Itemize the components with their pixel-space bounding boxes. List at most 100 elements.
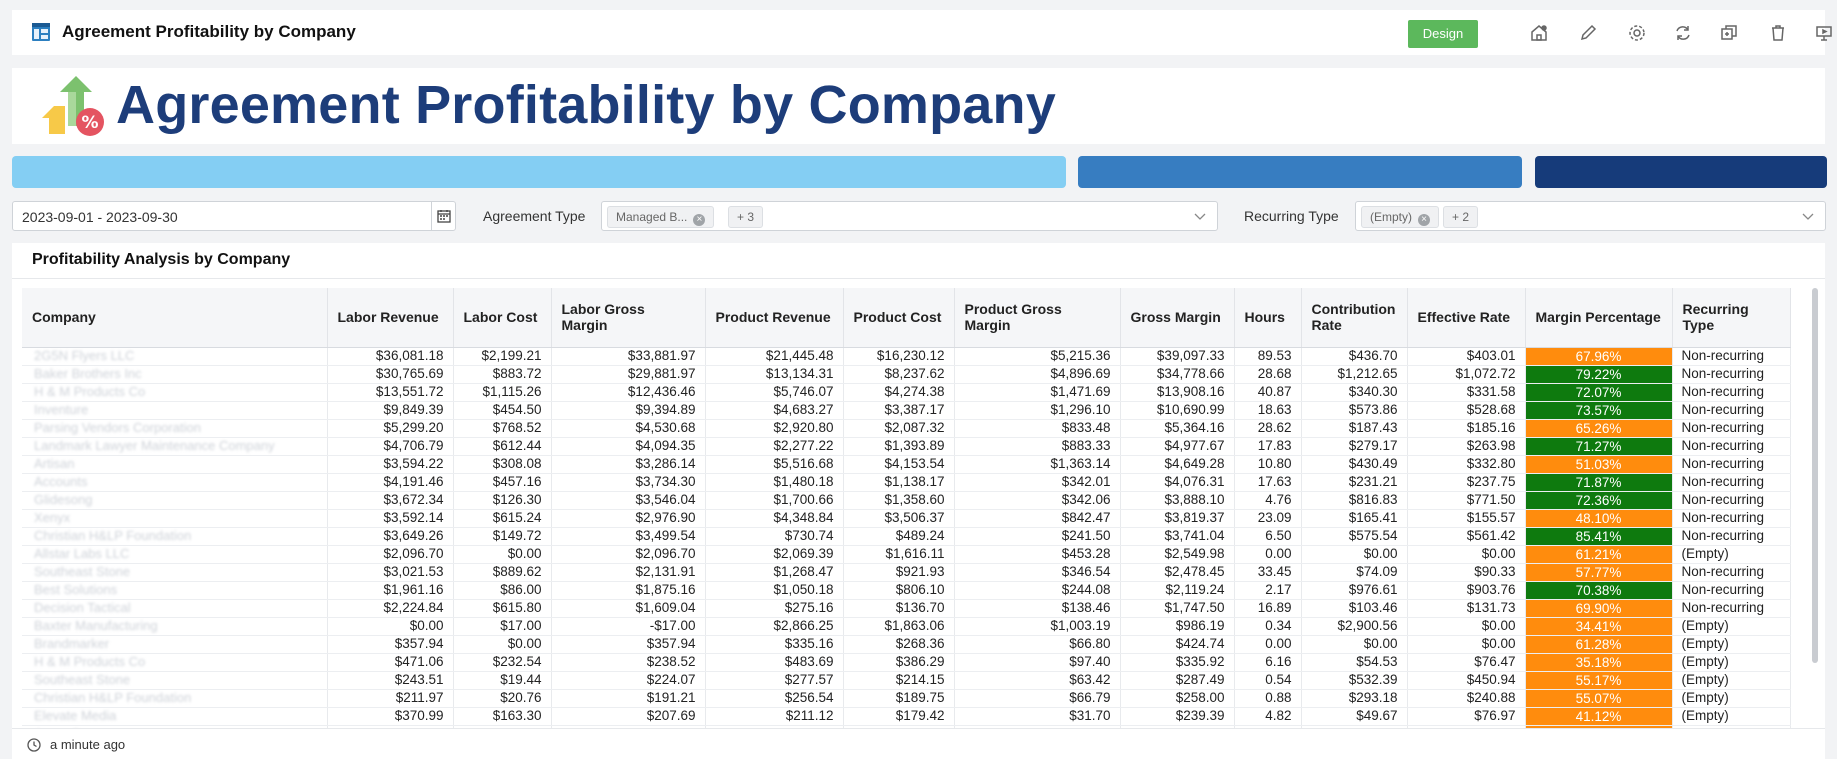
hours-cell: 18.63 [1234,401,1302,420]
last-updated: a minute ago [50,737,126,752]
column-header[interactable]: Recurring Type [1672,288,1791,348]
table-row[interactable]: Christian H&LP Foundation $3,649.26 $149.7… [22,527,1791,546]
margin-percentage-cell: 51.03% [1525,455,1673,474]
labor-cost-cell: $20.76 [453,689,552,708]
table-row[interactable]: Parsing Vendors Corporation $5,299.20 $768… [22,419,1791,438]
present-icon[interactable] [1814,23,1834,43]
table-row[interactable]: Inventure $9,849.39 $454.50 $9,394.89 $4,683… [22,401,1791,420]
home-icon[interactable] [1529,23,1549,43]
date-range-field[interactable]: 2023-09-01 - 2023-09-30 [12,201,456,231]
gross-margin-cell: $2,119.24 [1120,581,1235,600]
recurring-type-more[interactable]: + 2 [1443,206,1479,228]
chevron-down-icon[interactable] [1193,209,1207,223]
margin-percentage-cell: 71.87% [1525,473,1673,492]
calendar-icon[interactable] [431,202,455,230]
product-revenue-cell: $1,050.18 [705,581,844,600]
recurring-type-select[interactable]: (Empty) × + 2 [1355,201,1826,231]
product-cost-cell: $4,274.38 [843,383,955,402]
table-row[interactable]: Elevate Media $370.99 $163.30 $207.69 $211.1… [22,707,1791,726]
product-cost-cell: $1,863.06 [843,617,955,636]
gross-margin-cell: $258.00 [1120,689,1235,708]
column-header[interactable]: Labor Gross Margin [551,288,706,348]
effective-rate-cell: $131.73 [1407,599,1526,618]
table-row[interactable]: Southeast Stone $3,021.53 $889.62 $2,131.91… [22,563,1791,582]
settings-icon[interactable] [1627,23,1647,43]
table-row[interactable]: Southeast Stone $243.51 $19.44 $224.07 $277.… [22,671,1791,690]
column-header[interactable]: Margin Percentage [1525,288,1673,348]
margin-percentage-value: 34.41% [1525,617,1671,634]
labor-revenue-cell: $3,021.53 [327,563,454,582]
recurring-type-cell: (Empty) [1672,707,1791,726]
contribution-rate-cell: $436.70 [1301,347,1408,366]
table-row[interactable]: Glidesong $3,672.34 $126.30 $3,546.04 $1,700… [22,491,1791,510]
product-revenue-cell: $2,277.22 [705,437,844,456]
table-row[interactable]: Best Solutions $1,961.16 $86.00 $1,875.16 $1… [22,581,1791,600]
table-row[interactable]: Christian H&LP Foundation $211.97 $20.76 $1… [22,689,1791,708]
gross-margin-cell: $3,819.37 [1120,509,1235,528]
recurring-type-cell: Non-recurring [1672,509,1791,528]
design-button[interactable]: Design [1408,20,1478,48]
company-cell: Landmark Lawyer Maintenance Company [22,437,328,456]
table-row[interactable]: H & M Products Co $471.06 $232.54 $238.52 $4… [22,653,1791,672]
recurring-type-tag[interactable]: (Empty) × [1361,206,1439,228]
column-header[interactable]: Labor Cost [453,288,552,348]
product-gm-cell: $1,471.69 [954,383,1121,402]
column-header[interactable]: Product Gross Margin [954,288,1121,348]
labor-cost-cell: $615.80 [453,599,552,618]
effective-rate-cell: $155.57 [1407,509,1526,528]
column-header[interactable]: Product Revenue [705,288,844,348]
product-revenue-cell: $13,134.31 [705,365,844,384]
table-row[interactable]: H & M Products Co $13,551.72 $1,115.26 $12,… [22,383,1791,402]
column-header[interactable]: Product Cost [843,288,955,348]
table-row[interactable]: Accounts $4,191.46 $457.16 $3,734.30 $1,480.… [22,473,1791,492]
close-icon[interactable]: × [693,214,706,226]
agreement-type-more[interactable]: + 3 [728,206,764,228]
table-row[interactable]: Landmark Lawyer Maintenance Company $4,70… [22,437,1791,456]
edit-icon[interactable] [1578,23,1598,43]
hours-cell: 4.82 [1234,707,1302,726]
recurring-type-cell: Non-recurring [1672,419,1791,438]
table-row[interactable]: Brandmarker $357.94 $0.00 $357.94 $335.16 $26… [22,635,1791,654]
chevron-down-icon[interactable] [1801,209,1815,223]
column-header[interactable]: Hours [1234,288,1302,348]
refresh-icon[interactable] [1673,23,1693,43]
agreement-type-label: Agreement Type [483,208,586,224]
delete-icon[interactable] [1768,23,1788,43]
effective-rate-cell: $771.50 [1407,491,1526,510]
table-scrollbar[interactable] [1812,288,1818,663]
company-cell: Brandmarker [22,635,328,654]
column-header[interactable]: Labor Revenue [327,288,454,348]
labor-cost-cell: $457.16 [453,473,552,492]
agreement-type-tag[interactable]: Managed B... × [607,206,715,228]
table-row[interactable]: Artisan $3,594.22 $308.08 $3,286.14 $5,516.6… [22,455,1791,474]
product-gm-cell: $342.06 [954,491,1121,510]
labor-gm-cell: $357.94 [551,635,706,654]
product-cost-cell: $268.36 [843,635,955,654]
agreement-type-tag-label: Managed B... [616,210,688,224]
table-row[interactable]: 2G5N Flyers LLC $36,081.18 $2,199.21 $33,88… [22,347,1791,366]
margin-percentage-value: 79.22% [1525,365,1671,382]
product-revenue-cell: $2,069.39 [705,545,844,564]
agreement-type-select[interactable]: Managed B... × + 3 [601,201,1218,231]
close-icon[interactable]: × [1418,214,1430,226]
labor-gm-cell: $238.52 [551,653,706,672]
column-header[interactable]: Gross Margin [1120,288,1235,348]
product-cost-cell: $489.24 [843,527,955,546]
hours-cell: 0.34 [1234,617,1302,636]
table-row[interactable]: Xenyx $3,592.14 $615.24 $2,976.90 $4,348.84 $… [22,509,1791,528]
table-row[interactable]: Decision Tactical $2,224.84 $615.80 $1,609.… [22,599,1791,618]
column-header[interactable]: Contribution Rate [1301,288,1408,348]
table-row[interactable]: Baker Brothers Inc $30,765.69 $883.72 $29,8… [22,365,1791,384]
recurring-type-cell: (Empty) [1672,671,1791,690]
labor-gm-cell: $2,096.70 [551,545,706,564]
product-gm-cell: $5,215.36 [954,347,1121,366]
column-header[interactable]: Effective Rate [1407,288,1526,348]
labor-revenue-cell: $3,592.14 [327,509,454,528]
column-header[interactable]: Company [22,288,328,348]
labor-cost-cell: $0.00 [453,635,552,654]
company-cell: Elevate Media [22,707,328,726]
duplicate-icon[interactable] [1719,23,1739,43]
recurring-type-label: Recurring Type [1244,208,1339,224]
table-row[interactable]: Allstar Labs LLC $2,096.70 $0.00 $2,096.70 $… [22,545,1791,564]
table-row[interactable]: Baxter Manufacturing $0.00 $17.00 -$17.00 $2… [22,617,1791,636]
